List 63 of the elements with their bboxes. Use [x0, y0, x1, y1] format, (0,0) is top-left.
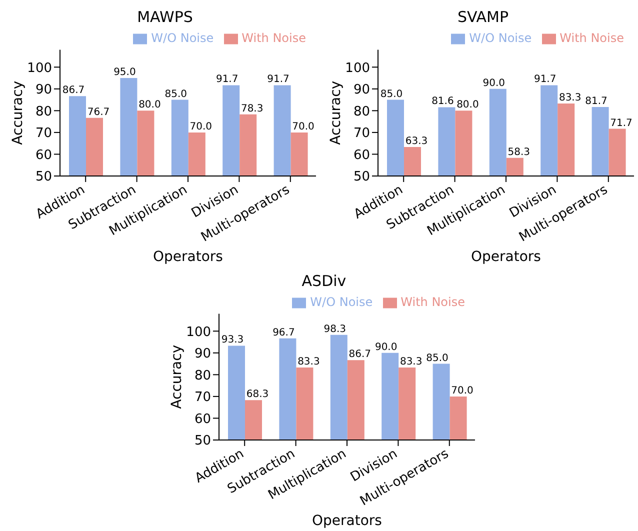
x-axis-title: Operators: [153, 249, 223, 265]
data-label: 83.3: [558, 92, 582, 104]
data-label: 76.7: [87, 106, 110, 118]
data-label: 63.3: [405, 136, 428, 148]
data-label: 86.7: [62, 85, 85, 96]
y-tick-label: 100: [345, 60, 370, 76]
data-label: 96.7: [272, 327, 295, 338]
data-label: 95.0: [114, 67, 136, 78]
data-label: 85.0: [164, 88, 188, 100]
data-label: 86.7: [348, 349, 372, 360]
y-tick-label: 60: [353, 148, 370, 163]
y-tick-label: 70: [35, 126, 52, 142]
data-label: 98.3: [324, 324, 346, 335]
data-label: 71.7: [610, 118, 632, 129]
legend-label: W/O Noise: [469, 31, 532, 45]
y-tick-label: 100: [186, 324, 211, 340]
legend-label: With Noise: [400, 295, 465, 309]
y-tick-label: 70: [353, 126, 370, 142]
data-label: 83.3: [400, 356, 422, 368]
data-label: 70.0: [190, 121, 212, 132]
y-tick-label: 70: [194, 390, 211, 406]
y-tick-label: 60: [35, 148, 52, 163]
data-label: 91.7: [267, 74, 290, 86]
data-label: 91.7: [534, 74, 556, 86]
data-label: 80.0: [138, 100, 161, 111]
y-axis-title: Accuracy: [169, 344, 185, 409]
chart-title: MAWPS: [136, 8, 194, 26]
legend-label: With Noise: [242, 31, 306, 45]
y-tick-label: 60: [194, 412, 211, 427]
data-label: 91.7: [216, 74, 238, 86]
y-tick-label: 90: [194, 346, 211, 362]
data-label: 85.0: [426, 352, 448, 364]
data-label: 83.3: [298, 356, 320, 368]
x-axis-title: Operators: [471, 249, 541, 265]
y-tick-label: 50: [194, 434, 211, 449]
y-tick-label: 50: [353, 170, 370, 185]
y-tick-label: 100: [27, 60, 52, 76]
legend-label: With Noise: [560, 31, 624, 45]
y-tick-label: 80: [353, 104, 370, 120]
y-axis-title: Accuracy: [328, 80, 344, 145]
data-label: 85.0: [380, 88, 403, 100]
legend-label: W/O Noise: [151, 31, 214, 45]
y-tick-label: 50: [35, 170, 52, 185]
data-label: 81.7: [585, 96, 608, 107]
data-label: 70.0: [451, 385, 474, 396]
data-label: 90.0: [482, 78, 506, 89]
data-label: 58.3: [508, 146, 530, 158]
data-label: 70.0: [292, 121, 314, 132]
y-tick-label: 80: [35, 104, 52, 120]
chart-title: ASDiv: [300, 272, 348, 290]
data-label: 81.6: [432, 96, 454, 108]
y-tick-label: 90: [35, 82, 52, 98]
data-label: 80.0: [456, 100, 479, 111]
data-label: 90.0: [374, 342, 398, 353]
x-axis-title: Operators: [312, 513, 382, 529]
y-axis-title: Accuracy: [10, 80, 26, 145]
data-label: 68.3: [246, 389, 269, 400]
y-tick-label: 90: [353, 82, 370, 98]
data-label: 78.3: [240, 103, 264, 114]
y-tick-label: 80: [194, 368, 211, 384]
legend-label: W/O Noise: [310, 295, 373, 309]
data-label: 93.3: [221, 334, 244, 346]
chart-title: SVAMP: [456, 8, 510, 26]
